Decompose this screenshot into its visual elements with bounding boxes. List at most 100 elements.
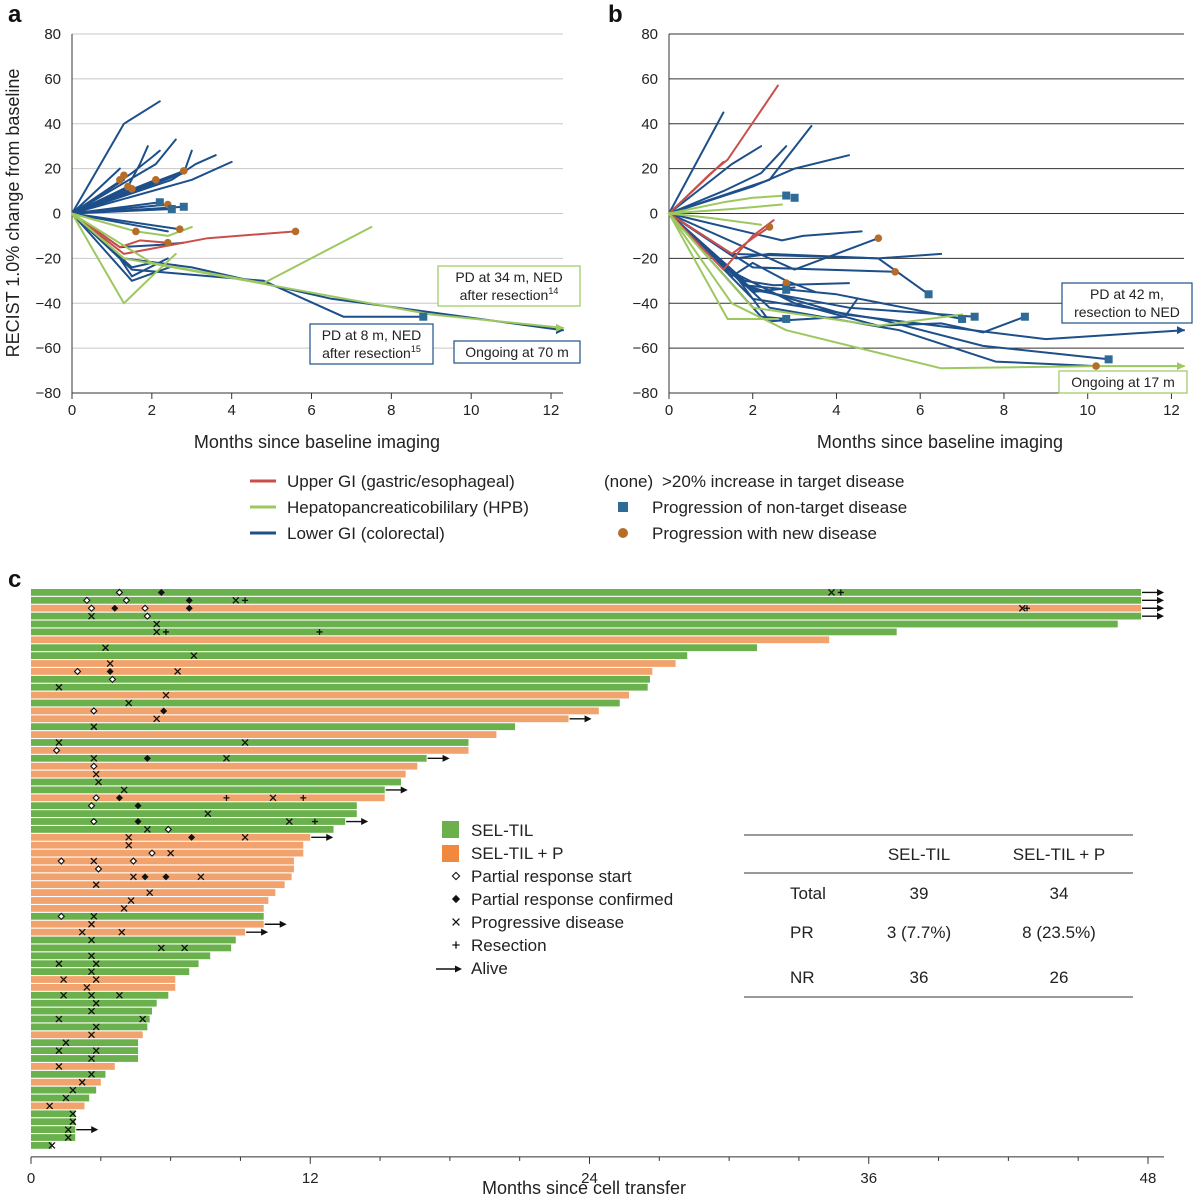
- partial-start-marker: [87, 604, 96, 613]
- swimmer-bar: [31, 976, 176, 983]
- swimmer-bar: [31, 849, 304, 857]
- annotation-text: PD at 8 m, NED: [322, 327, 422, 343]
- y-tick-label: 40: [44, 116, 61, 133]
- partial-start-marker: [57, 912, 66, 921]
- series-line-hpb: [668, 194, 788, 215]
- progressive-marker: [48, 1141, 56, 1149]
- progressive-marker: [88, 612, 95, 620]
- swimmer-bar: [31, 857, 294, 865]
- progressive-marker: [452, 918, 460, 926]
- table-row-label: Total: [790, 884, 826, 903]
- swimmer-bar: [31, 1094, 90, 1102]
- table-cell: 3 (7.7%): [887, 923, 951, 942]
- partial-start-marker: [143, 612, 152, 620]
- y-tick-label: 0: [53, 206, 61, 223]
- partial-start-marker: [94, 865, 103, 873]
- nontarget-marker: [782, 285, 791, 294]
- legend-pd-label: Progressive disease: [471, 913, 624, 932]
- swimmer-bar: [31, 596, 1142, 604]
- partial-start-marker: [57, 857, 66, 865]
- swimmer-bar: [31, 802, 357, 810]
- y-tick-label: −20: [633, 250, 658, 267]
- y-tick-label: −60: [36, 340, 61, 357]
- swimmer-bar: [31, 960, 199, 968]
- progressive-marker: [55, 1062, 63, 1070]
- swimmer-bar: [31, 905, 264, 912]
- series-line-lower: [71, 212, 169, 233]
- legend-prstart-label: Partial response start: [471, 867, 632, 886]
- swimmer-bar: [31, 968, 190, 975]
- alive-arrow-icon: [261, 928, 269, 936]
- swimmer-bar: [31, 920, 264, 928]
- partial-start-marker: [115, 588, 124, 597]
- alive-arrow-icon: [584, 715, 592, 723]
- legend-selp-swatch: [442, 845, 459, 862]
- swimmer-bar: [31, 1102, 85, 1110]
- partial-start-icon: [451, 871, 461, 881]
- progressive-marker: [153, 620, 161, 628]
- progressive-marker: [60, 976, 68, 984]
- swimmer-bar: [31, 999, 157, 1007]
- swimmer-bar: [31, 1023, 148, 1031]
- series-line-hpb: [668, 212, 1185, 370]
- progressive-marker: [174, 667, 182, 675]
- x-tick-label: 0: [27, 1170, 35, 1187]
- progressive-marker: [241, 833, 249, 841]
- legend-none-symbol: (none): [604, 472, 653, 491]
- swimmer-bar: [31, 841, 304, 849]
- swimmer-bar: [31, 1055, 139, 1062]
- x-tick-label: 8: [1000, 402, 1008, 419]
- swimmer-bar: [31, 1063, 115, 1070]
- new-disease-marker: [132, 227, 140, 236]
- swimmer-bar: [31, 731, 497, 738]
- resection-marker: [300, 794, 307, 801]
- progressive-marker: [146, 889, 154, 897]
- progressive-marker: [55, 960, 63, 968]
- partial-start-marker: [73, 667, 82, 676]
- swimmer-bar: [31, 1142, 52, 1149]
- series-line-hpb: [71, 212, 564, 329]
- series-line-upper: [71, 212, 169, 249]
- panel-a-chart: 80 60 40 20 0 −20 −40 −60 −80 0 2 4 6 8 10 12 PD at 34 m…: [36, 26, 581, 419]
- series-line-lower: [71, 178, 125, 215]
- partial-start-marker: [83, 596, 91, 605]
- progressive-marker: [90, 723, 98, 731]
- legend-sel-swatch: [442, 821, 459, 838]
- progressive-marker: [95, 778, 102, 786]
- new-disease-marker: [291, 227, 300, 236]
- series-line-lower: [71, 203, 169, 215]
- partial-start-marker: [87, 801, 96, 810]
- progressive-marker: [241, 739, 249, 747]
- nontarget-marker: [958, 314, 967, 323]
- progressive-marker: [115, 991, 123, 999]
- nontarget-marker: [924, 290, 933, 299]
- swimmer-bar: [31, 660, 676, 667]
- progressive-marker: [90, 912, 98, 920]
- alive-arrow-icon: [1157, 604, 1165, 612]
- y-tick-label: 0: [650, 206, 658, 223]
- series-line-lower: [71, 167, 121, 215]
- progressive-marker: [69, 1110, 77, 1118]
- swimmer-bar: [31, 668, 653, 675]
- nontarget-marker: [167, 205, 176, 214]
- progressive-marker: [223, 754, 230, 762]
- alive-arrow-icon: [455, 965, 462, 973]
- x-tick-label: 10: [1079, 402, 1096, 419]
- progressive-marker: [92, 1023, 100, 1031]
- series-line-lower: [71, 212, 425, 318]
- new-disease-marker: [152, 176, 160, 184]
- partial-confirmed-marker: [143, 754, 151, 762]
- partial-confirmed-marker: [134, 802, 142, 810]
- series-line-lower: [668, 212, 863, 242]
- swimmer-bar: [31, 1039, 139, 1047]
- progressive-marker: [90, 754, 98, 762]
- partial-confirmed-marker: [157, 588, 165, 596]
- swimmer-bar: [31, 778, 402, 786]
- partial-start-marker: [122, 596, 131, 605]
- y-tick-label: −40: [36, 295, 61, 312]
- series-line-lower: [668, 154, 850, 215]
- y-tick-label: 20: [641, 161, 658, 178]
- swimmer-bar: [31, 928, 246, 936]
- new-disease-marker: [128, 185, 136, 193]
- legend-lower-label: Lower GI (colorectal): [287, 524, 445, 543]
